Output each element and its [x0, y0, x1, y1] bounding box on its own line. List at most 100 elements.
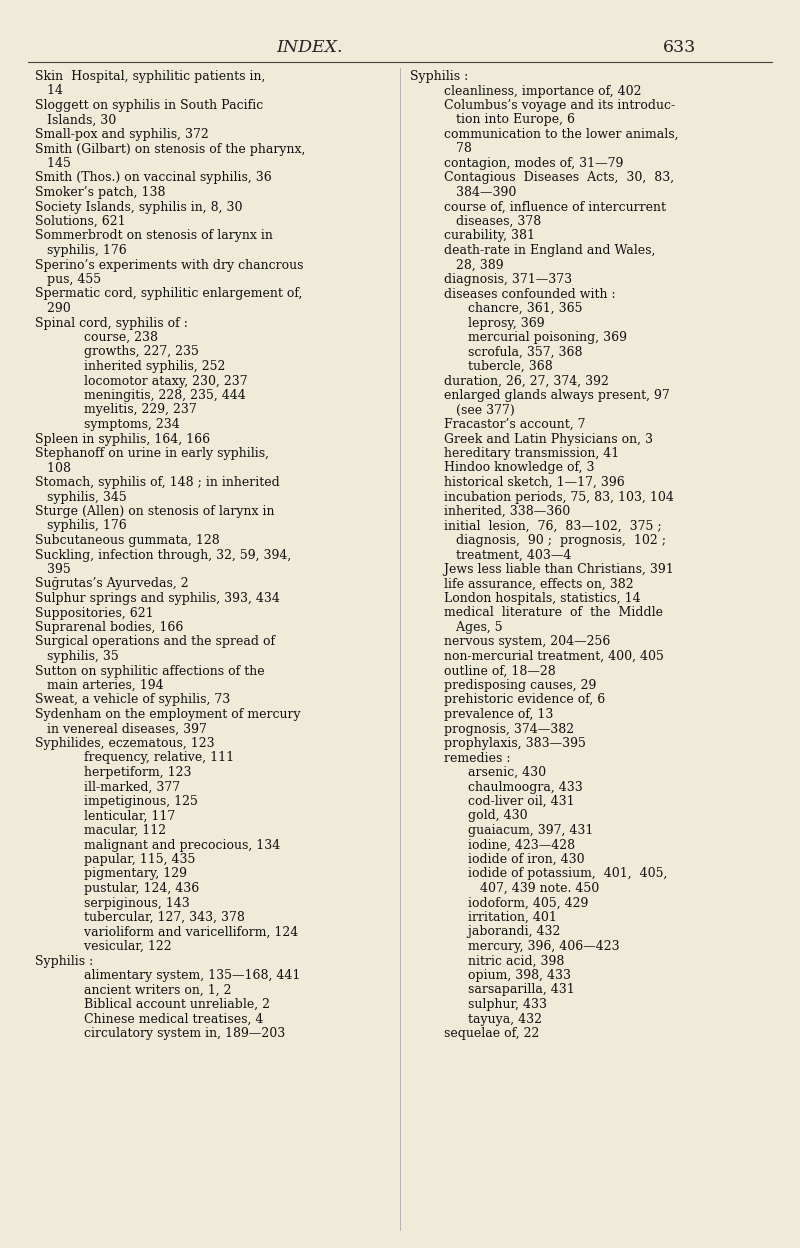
Text: chaulmoogra, 433: chaulmoogra, 433 — [432, 780, 582, 794]
Text: life assurance, effects on, 382: life assurance, effects on, 382 — [432, 578, 634, 590]
Text: sulphur, 433: sulphur, 433 — [432, 998, 547, 1011]
Text: locomotor ataxy, 230, 237: locomotor ataxy, 230, 237 — [60, 374, 248, 387]
Text: course of, influence of intercurrent: course of, influence of intercurrent — [432, 201, 666, 213]
Text: Syphilis :: Syphilis : — [410, 70, 468, 84]
Text: iodoform, 405, 429: iodoform, 405, 429 — [432, 896, 588, 910]
Text: in venereal diseases, 397: in venereal diseases, 397 — [35, 723, 207, 735]
Text: gold, 430: gold, 430 — [432, 810, 528, 822]
Text: Skin  Hospital, syphilitic patients in,: Skin Hospital, syphilitic patients in, — [35, 70, 266, 84]
Text: lenticular, 117: lenticular, 117 — [60, 810, 175, 822]
Text: (see 377): (see 377) — [432, 403, 514, 417]
Text: curability, 381: curability, 381 — [432, 230, 535, 242]
Text: inherited syphilis, 252: inherited syphilis, 252 — [60, 359, 226, 373]
Text: ill-marked, 377: ill-marked, 377 — [60, 780, 180, 794]
Text: syphilis, 345: syphilis, 345 — [35, 490, 126, 503]
Text: pigmentary, 129: pigmentary, 129 — [60, 867, 187, 881]
Text: Sommerbrodt on stenosis of larynx in: Sommerbrodt on stenosis of larynx in — [35, 230, 273, 242]
Text: Sydenham on the employment of mercury: Sydenham on the employment of mercury — [35, 708, 301, 721]
Text: sequelae of, 22: sequelae of, 22 — [432, 1027, 539, 1040]
Text: mercury, 396, 406—423: mercury, 396, 406—423 — [432, 940, 620, 953]
Text: jaborandi, 432: jaborandi, 432 — [432, 926, 560, 938]
Text: communication to the lower animals,: communication to the lower animals, — [432, 129, 678, 141]
Text: scrofula, 357, 368: scrofula, 357, 368 — [432, 346, 582, 358]
Text: symptoms, 234: symptoms, 234 — [60, 418, 180, 431]
Text: meningitis, 228, 235, 444: meningitis, 228, 235, 444 — [60, 389, 246, 402]
Text: Stephanoff on urine in early syphilis,: Stephanoff on urine in early syphilis, — [35, 447, 269, 461]
Text: nervous system, 204—256: nervous system, 204—256 — [432, 635, 610, 649]
Text: cod-liver oil, 431: cod-liver oil, 431 — [432, 795, 574, 807]
Text: 407, 439 note. 450: 407, 439 note. 450 — [432, 882, 599, 895]
Text: vesicular, 122: vesicular, 122 — [60, 940, 172, 953]
Text: treatment, 403—4: treatment, 403—4 — [432, 549, 571, 562]
Text: death-rate in England and Wales,: death-rate in England and Wales, — [432, 245, 655, 257]
Text: prophylaxis, 383—395: prophylaxis, 383—395 — [432, 738, 586, 750]
Text: irritation, 401: irritation, 401 — [432, 911, 557, 924]
Text: Surgical operations and the spread of: Surgical operations and the spread of — [35, 635, 275, 649]
Text: Spermatic cord, syphilitic enlargement of,: Spermatic cord, syphilitic enlargement o… — [35, 287, 302, 301]
Text: non-mercurial treatment, 400, 405: non-mercurial treatment, 400, 405 — [432, 650, 664, 663]
Text: course, 238: course, 238 — [60, 331, 158, 344]
Text: Syphilides, eczematous, 123: Syphilides, eczematous, 123 — [35, 738, 214, 750]
Text: 395: 395 — [35, 563, 70, 577]
Text: Sulphur springs and syphilis, 393, 434: Sulphur springs and syphilis, 393, 434 — [35, 592, 280, 605]
Text: Suppositories, 621: Suppositories, 621 — [35, 607, 154, 619]
Text: 28, 389: 28, 389 — [432, 258, 504, 272]
Text: Suğrutas’s Ayurvedas, 2: Suğrutas’s Ayurvedas, 2 — [35, 578, 189, 590]
Text: nitric acid, 398: nitric acid, 398 — [432, 955, 564, 967]
Text: circulatory system in, 189—203: circulatory system in, 189—203 — [60, 1027, 286, 1040]
Text: herpetiform, 123: herpetiform, 123 — [60, 766, 191, 779]
Text: historical sketch, 1—17, 396: historical sketch, 1—17, 396 — [432, 475, 625, 489]
Text: Islands, 30: Islands, 30 — [35, 114, 116, 126]
Text: frequency, relative, 111: frequency, relative, 111 — [60, 751, 234, 765]
Text: diseases confounded with :: diseases confounded with : — [432, 287, 616, 301]
Text: leprosy, 369: leprosy, 369 — [432, 317, 545, 329]
Text: tion into Europe, 6: tion into Europe, 6 — [432, 114, 575, 126]
Text: prognosis, 374—382: prognosis, 374—382 — [432, 723, 574, 735]
Text: Contagious  Diseases  Acts,  30,  83,: Contagious Diseases Acts, 30, 83, — [432, 171, 674, 185]
Text: contagion, modes of, 31—79: contagion, modes of, 31—79 — [432, 157, 623, 170]
Text: diagnosis, 371—373: diagnosis, 371—373 — [432, 273, 572, 286]
Text: Smoker’s patch, 138: Smoker’s patch, 138 — [35, 186, 166, 198]
Text: serpiginous, 143: serpiginous, 143 — [60, 896, 190, 910]
Text: remedies :: remedies : — [432, 751, 510, 765]
Text: Sturge (Allen) on stenosis of larynx in: Sturge (Allen) on stenosis of larynx in — [35, 505, 274, 518]
Text: syphilis, 176: syphilis, 176 — [35, 519, 126, 533]
Text: syphilis, 35: syphilis, 35 — [35, 650, 118, 663]
Text: Jews less liable than Christians, 391: Jews less liable than Christians, 391 — [432, 563, 674, 577]
Text: Small-pox and syphilis, 372: Small-pox and syphilis, 372 — [35, 129, 209, 141]
Text: pustular, 124, 436: pustular, 124, 436 — [60, 882, 199, 895]
Text: iodide of iron, 430: iodide of iron, 430 — [432, 852, 585, 866]
Text: Sutton on syphilitic affections of the: Sutton on syphilitic affections of the — [35, 664, 265, 678]
Text: duration, 26, 27, 374, 392: duration, 26, 27, 374, 392 — [432, 374, 609, 387]
Text: papular, 115, 435: papular, 115, 435 — [60, 852, 195, 866]
Text: Suckling, infection through, 32, 59, 394,: Suckling, infection through, 32, 59, 394… — [35, 549, 291, 562]
Text: mercurial poisoning, 369: mercurial poisoning, 369 — [432, 331, 627, 344]
Text: diagnosis,  90 ;  prognosis,  102 ;: diagnosis, 90 ; prognosis, 102 ; — [432, 534, 666, 547]
Text: tubercular, 127, 343, 378: tubercular, 127, 343, 378 — [60, 911, 245, 924]
Text: tubercle, 368: tubercle, 368 — [432, 359, 553, 373]
Text: London hospitals, statistics, 14: London hospitals, statistics, 14 — [432, 592, 641, 605]
Text: enlarged glands always present, 97: enlarged glands always present, 97 — [432, 389, 670, 402]
Text: Sperino’s experiments with dry chancrous: Sperino’s experiments with dry chancrous — [35, 258, 303, 272]
Text: opium, 398, 433: opium, 398, 433 — [432, 968, 571, 982]
Text: outline of, 18—28: outline of, 18—28 — [432, 664, 556, 678]
Text: 145: 145 — [35, 157, 71, 170]
Text: ancient writers on, 1, 2: ancient writers on, 1, 2 — [60, 983, 231, 996]
Text: predisposing causes, 29: predisposing causes, 29 — [432, 679, 596, 691]
Text: Biblical account unreliable, 2: Biblical account unreliable, 2 — [60, 998, 270, 1011]
Text: growths, 227, 235: growths, 227, 235 — [60, 346, 199, 358]
Text: macular, 112: macular, 112 — [60, 824, 166, 837]
Text: guaiacum, 397, 431: guaiacum, 397, 431 — [432, 824, 594, 837]
Text: impetiginous, 125: impetiginous, 125 — [60, 795, 198, 807]
Text: Suprarenal bodies, 166: Suprarenal bodies, 166 — [35, 622, 183, 634]
Text: sarsaparilla, 431: sarsaparilla, 431 — [432, 983, 574, 996]
Text: initial  lesion,  76,  83—102,  375 ;: initial lesion, 76, 83—102, 375 ; — [432, 519, 662, 533]
Text: hereditary transmission, 41: hereditary transmission, 41 — [432, 447, 619, 461]
Text: Hindoo knowledge of, 3: Hindoo knowledge of, 3 — [432, 462, 594, 474]
Text: prevalence of, 13: prevalence of, 13 — [432, 708, 554, 721]
Text: diseases, 378: diseases, 378 — [432, 215, 542, 228]
Text: medical  literature  of  the  Middle: medical literature of the Middle — [432, 607, 663, 619]
Text: 78: 78 — [432, 142, 472, 156]
Text: Chinese medical treatises, 4: Chinese medical treatises, 4 — [60, 1012, 263, 1026]
Text: alimentary system, 135—168, 441: alimentary system, 135—168, 441 — [60, 968, 300, 982]
